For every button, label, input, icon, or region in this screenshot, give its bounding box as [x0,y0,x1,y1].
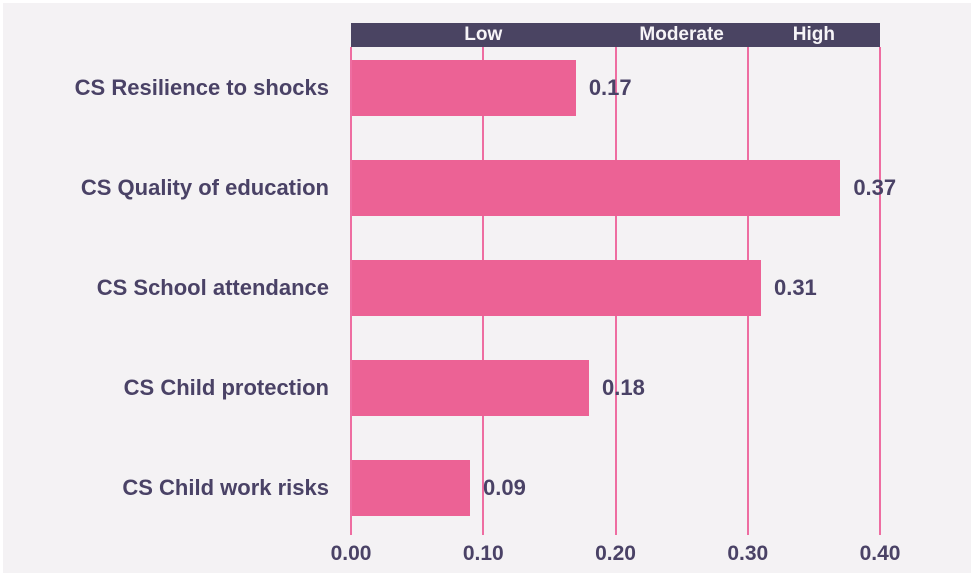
bar [352,160,841,216]
bar [352,60,576,116]
bar [352,360,590,416]
x-tick-label: 0.40 [859,542,901,565]
category-label: CS Resilience to shocks [74,75,329,100]
value-label: 0.31 [773,275,817,300]
category-label: CS School attendance [96,275,329,300]
x-tick-label: 0.00 [330,542,372,565]
zone-label: Low [464,24,503,45]
gridline [879,47,881,535]
value-label: 0.17 [588,75,632,100]
value-label: 0.18 [602,375,645,400]
x-tick-label: 0.10 [462,542,504,565]
zone-label: High [792,24,835,45]
risk-level-band: Low Moderate High [351,23,880,47]
x-tick-label: 0.30 [727,542,769,565]
zone-label: Moderate [639,24,724,45]
category-label: CS Quality of education [80,175,329,200]
x-tick-label: 0.20 [595,542,636,565]
category-label: CS Child work risks [122,475,329,500]
value-label: 0.37 [853,175,897,200]
bar [352,460,471,516]
value-label: 0.09 [483,475,526,500]
axis-line [350,47,352,535]
bar [352,260,761,316]
chart-area: Low Moderate High CS Resilience to shocks 0.… [3,3,971,573]
category-label: CS Child protection [123,375,329,400]
